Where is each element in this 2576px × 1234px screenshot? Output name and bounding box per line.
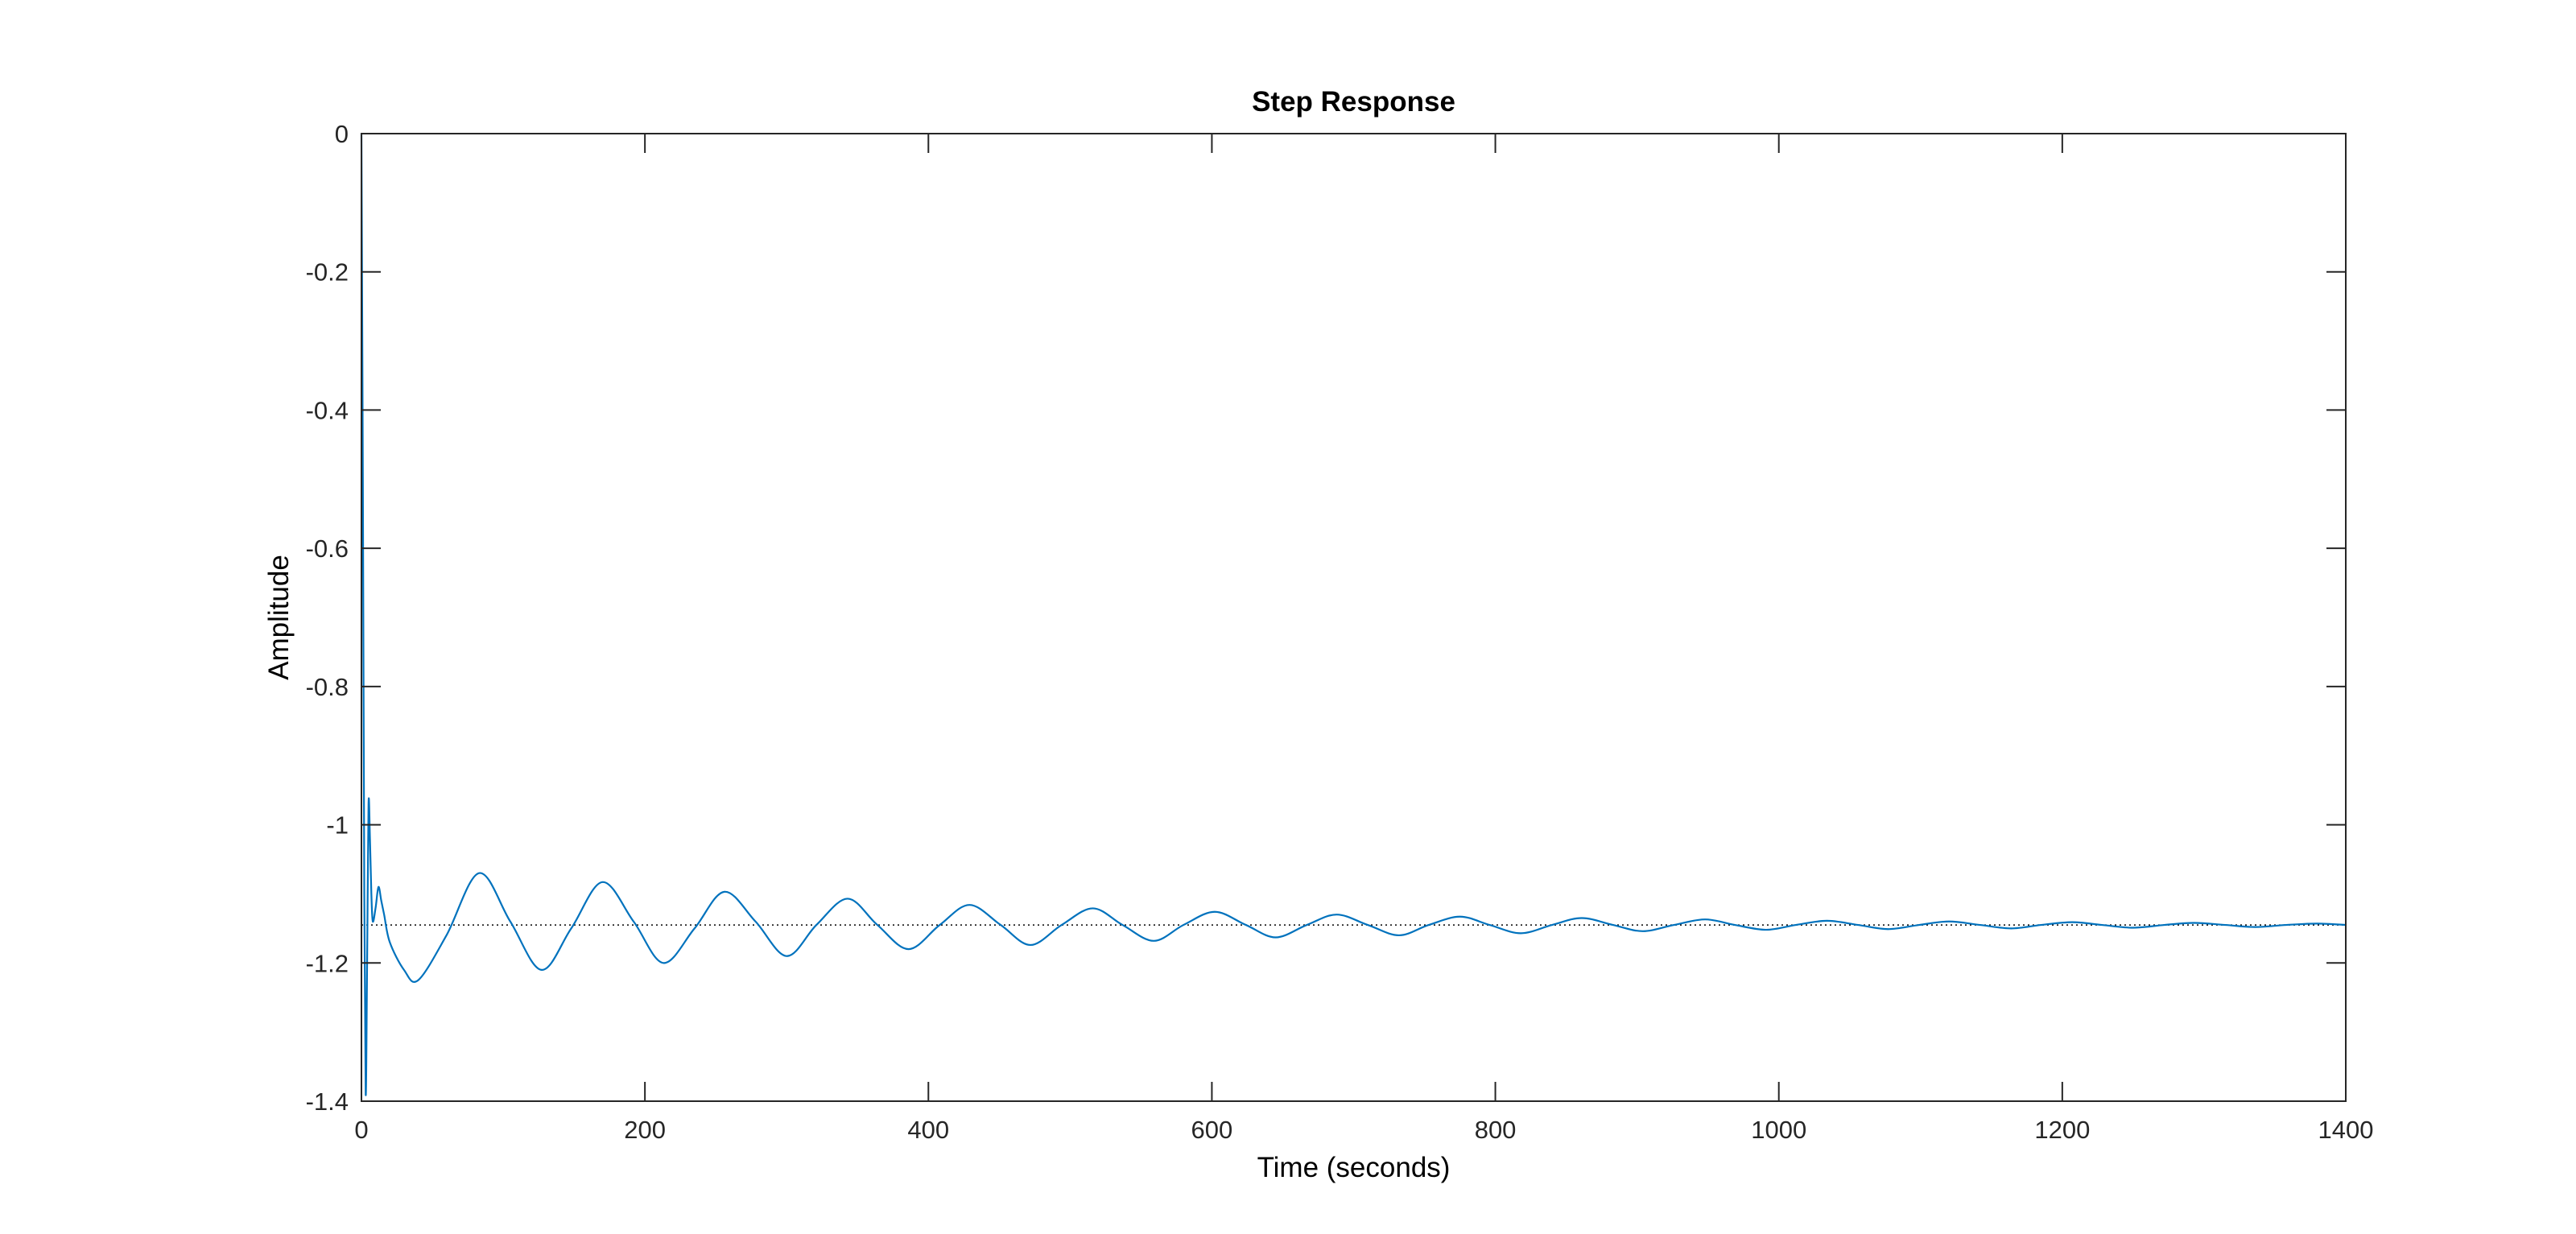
y-tick-label: -1.4	[306, 1087, 349, 1116]
y-tick-label: -0.6	[306, 534, 349, 563]
x-tick-label: 1000	[1751, 1116, 1806, 1144]
y-tick-label: -0.8	[306, 673, 349, 701]
x-tick-label: 1400	[2318, 1116, 2374, 1144]
x-axis-label: Time (seconds)	[1257, 1152, 1451, 1183]
chart-title: Step Response	[1252, 86, 1455, 118]
y-tick-label: -0.4	[306, 396, 349, 424]
y-tick-label: -1.2	[306, 949, 349, 977]
x-tick-label: 600	[1191, 1116, 1233, 1144]
y-tick-label: -0.2	[306, 258, 349, 287]
y-tick-label: 0	[335, 120, 349, 148]
x-tick-label: 1200	[2034, 1116, 2090, 1144]
x-tick-label: 200	[624, 1116, 666, 1144]
x-tick-label: 0	[354, 1116, 368, 1144]
x-tick-label: 400	[907, 1116, 949, 1144]
x-tick-label: 800	[1475, 1116, 1517, 1144]
y-axis-label: Amplitude	[263, 555, 295, 680]
y-tick-label: -1	[326, 811, 349, 840]
